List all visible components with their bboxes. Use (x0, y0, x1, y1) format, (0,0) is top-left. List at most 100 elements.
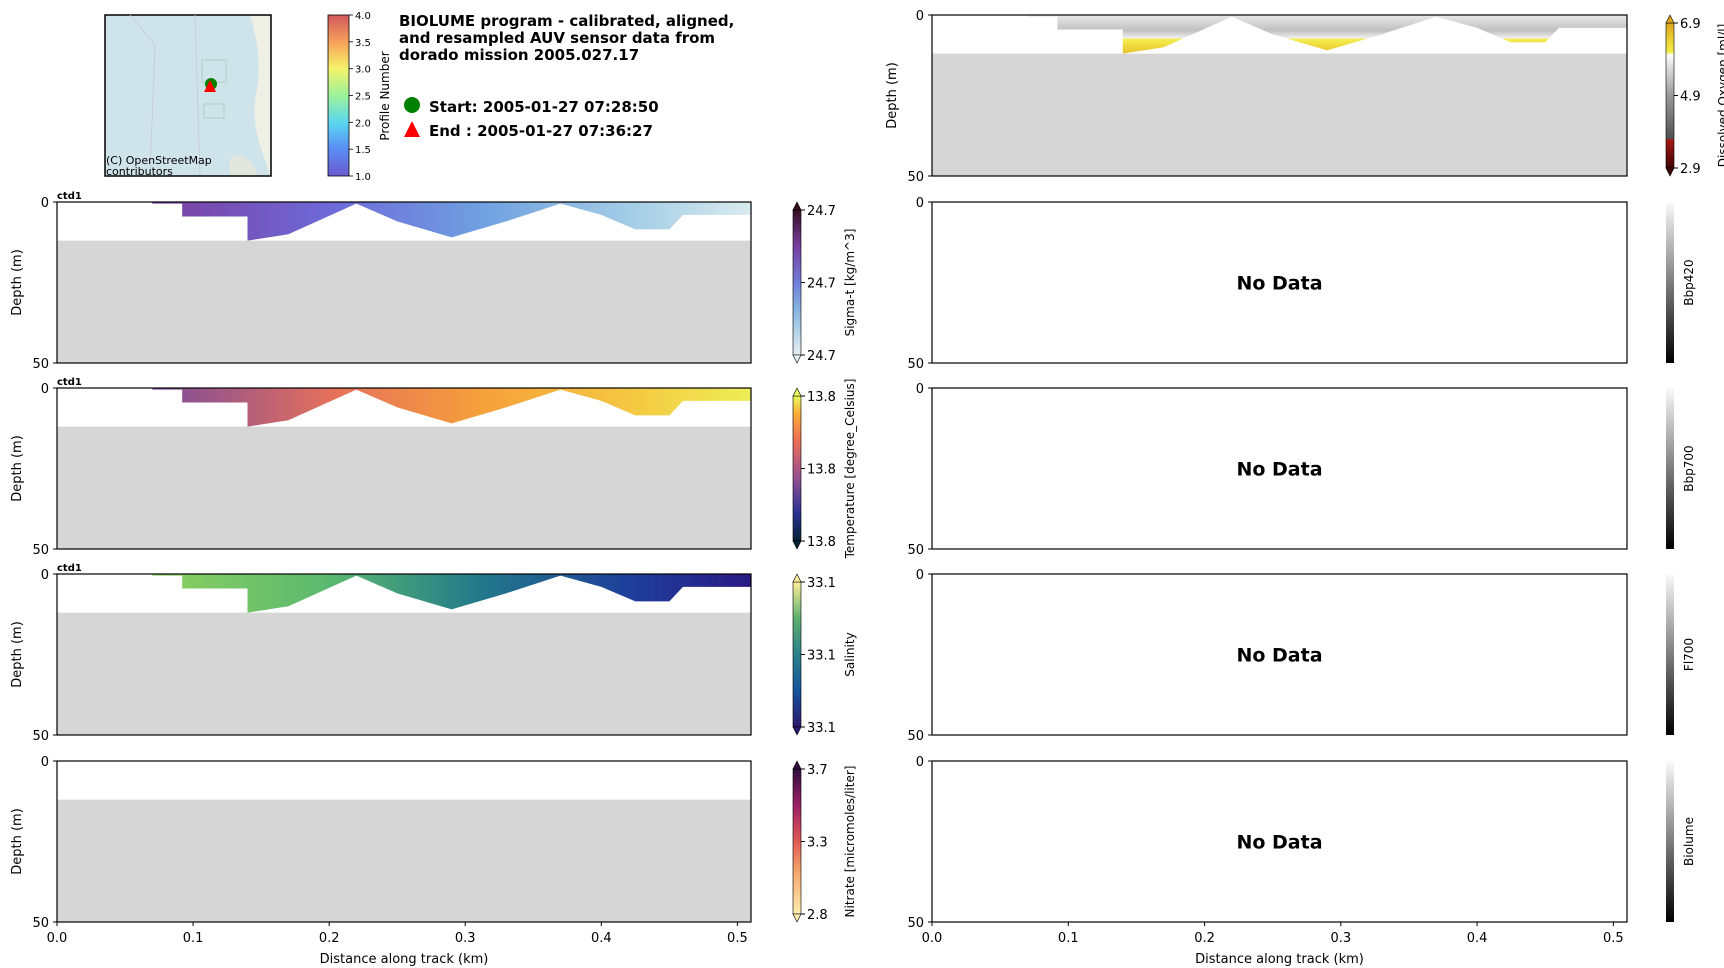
plot-frame (931, 760, 1628, 923)
x-axis-label: Distance along track (km) (1195, 952, 1364, 967)
colorbar-label: Bbp420 (1682, 259, 1696, 305)
seafloor-region (932, 53, 1627, 176)
colorbar-extend-min-icon (792, 354, 802, 364)
x-tick-label: 0.2 (319, 931, 340, 946)
profile-tick-label: 2.5 (355, 92, 371, 103)
y-tick-label: 50 (907, 916, 924, 931)
seafloor-region (57, 799, 751, 922)
y-tick-label: 0 (41, 382, 49, 397)
end-legend: End : 2005-01-27 07:36:27 (399, 120, 653, 142)
x-tick-label: 0.2 (1194, 931, 1215, 946)
y-tick-label: 0 (916, 568, 924, 583)
colorbar-ramp (792, 209, 802, 356)
no-data-label: No Data (1236, 273, 1322, 295)
colorbar-label: Nitrate [micromoles/liter] (843, 766, 857, 918)
y-tick-label: 50 (907, 729, 924, 744)
panel-title: ctd1 (57, 377, 82, 388)
plot-frame (56, 201, 752, 364)
y-axis-label: Depth (m) (10, 808, 25, 875)
seafloor-region (57, 612, 751, 735)
map-panel: (C) OpenStreetMap contributors (104, 14, 272, 178)
plot-background (932, 761, 1627, 922)
end-marker-icon (399, 120, 425, 142)
colorbar-tick-label: 24.7 (807, 204, 836, 219)
map-end-marker (204, 80, 216, 92)
start-legend: Start: 2005-01-27 07:28:50 (399, 96, 659, 118)
colorbar-ramp (792, 768, 802, 915)
plot-frame (56, 760, 752, 923)
seafloor-region (57, 426, 751, 549)
panel-fl700: No Data 0 50 Fl700 (907, 568, 1696, 744)
no-data-label: No Data (1236, 645, 1322, 667)
y-tick-label: 50 (907, 170, 924, 185)
colorbar-label: Salinity (843, 632, 857, 676)
x-tick-label: 0.1 (183, 931, 204, 946)
colorbar-ramp (792, 581, 802, 728)
y-tick-label: 0 (916, 9, 924, 24)
profile-colorbar-label: Profile Number (378, 51, 392, 140)
colorbar-tick-label: 6.9 (1680, 17, 1701, 32)
colorbar-tick-label: 33.1 (807, 576, 836, 591)
profile-tick-label: 4.0 (355, 11, 371, 22)
colorbar-extend-min-icon (792, 726, 802, 736)
y-tick-label: 0 (916, 755, 924, 770)
colorbar-extend-min-icon (1665, 167, 1675, 177)
x-tick-label: 0.0 (47, 931, 68, 946)
map-boundary (129, 14, 156, 176)
y-tick-label: 0 (916, 382, 924, 397)
profile-tick-label: 1.5 (355, 145, 371, 156)
colorbar-ramp (1666, 202, 1674, 363)
x-tick-label: 0.4 (1467, 931, 1488, 946)
colorbar-tick-label: 33.1 (807, 721, 836, 736)
panel-title: ctd1 (57, 191, 82, 202)
colorbar-label: Sigma-t [kg/m^3] (843, 229, 857, 337)
colorbar-tick-label: 13.8 (807, 535, 836, 550)
plot-frame (56, 573, 752, 736)
y-tick-label: 0 (41, 196, 49, 211)
figure-title: BIOLUME program - calibrated, aligned, a… (399, 12, 735, 64)
x-tick-label: 0.3 (455, 931, 476, 946)
profile-tick-label: 3.5 (355, 38, 371, 49)
map-water (104, 14, 272, 177)
y-tick-label: 50 (32, 543, 49, 558)
colorbar-label: Biolume (1682, 817, 1696, 866)
colorbar-tick-label: 13.8 (807, 390, 836, 405)
colorbar-tick-label: 24.7 (807, 349, 836, 364)
colorbar-tick-label: 24.7 (807, 277, 836, 292)
colorbar-tick-label: 3.7 (807, 763, 828, 778)
colorbar-tick-label: 2.8 (807, 908, 828, 923)
profile-tick-label: 2.0 (355, 118, 371, 129)
y-tick-label: 0 (916, 196, 924, 211)
profile-colorbar-ramp (327, 14, 350, 177)
no-data-label: No Data (1236, 832, 1322, 854)
seafloor-region (57, 240, 751, 363)
colorbar-extend-max-icon (1665, 14, 1675, 24)
x-tick-label: 0.1 (1058, 931, 1079, 946)
start-marker-icon (399, 96, 425, 118)
profile-tick-label: 1.0 (355, 172, 371, 183)
colorbar-tick-label: 13.8 (807, 463, 836, 478)
panel-temperature: ctd1 0 50 Depth (m) 13.8 13.8 13.8 Temperature … (10, 377, 857, 559)
map-reserve-2 (203, 103, 225, 119)
colorbar-ramp (1665, 22, 1675, 169)
colorbar-label: Dissolved Oxygen [ml/l] (1716, 24, 1724, 168)
data-section (1027, 15, 1627, 54)
y-tick-label: 50 (32, 916, 49, 931)
x-tick-label: 0.5 (727, 931, 748, 946)
plot-frame (56, 387, 752, 550)
y-tick-label: 0 (41, 755, 49, 770)
panel-bbp420: No Data 0 50 Bbp420 (907, 196, 1696, 372)
x-tick-label: 0.3 (1330, 931, 1351, 946)
data-section (152, 574, 752, 613)
y-axis-label: Depth (m) (10, 249, 25, 316)
colorbar-extend-max-icon (792, 760, 802, 770)
profile-colorbar: 1.0 1.5 2.0 2.5 3.0 3.5 4.0 Profile Number (327, 11, 392, 183)
colorbar-extend-max-icon (792, 201, 802, 211)
plot-frame (931, 14, 1628, 177)
colorbar-tick-label: 3.3 (807, 836, 828, 851)
colorbar-tick-label: 4.9 (1680, 90, 1701, 105)
map-land (250, 16, 270, 175)
colorbar-ramp (1666, 761, 1674, 922)
map-attribution-2: contributors (106, 165, 173, 178)
x-axis-label: Distance along track (km) (320, 952, 489, 967)
